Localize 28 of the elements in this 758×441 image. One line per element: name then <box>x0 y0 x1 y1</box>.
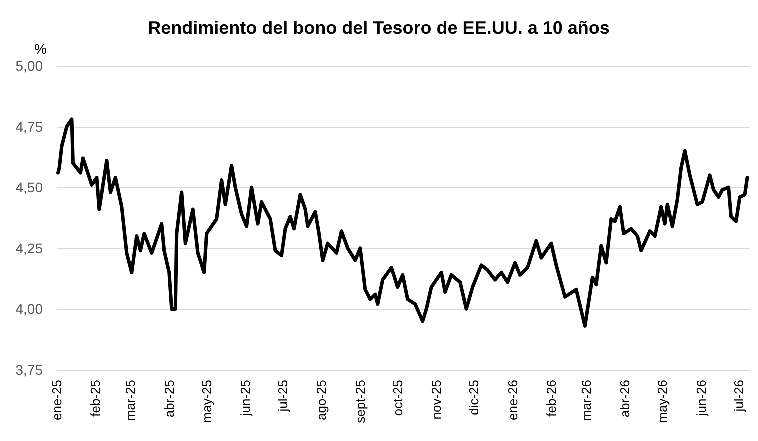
x-tick-label: jul-25 <box>276 380 291 413</box>
line-series <box>56 118 750 328</box>
x-tick-label: abr-26 <box>618 380 633 418</box>
x-tick-label: abr-25 <box>162 380 177 418</box>
x-tick-label: ene-25 <box>50 380 64 420</box>
x-tick-label: ago-25 <box>314 380 330 420</box>
y-tick-label: 4,75 <box>16 118 44 135</box>
y-tick-label: 4,00 <box>16 301 44 318</box>
x-tick-label: feb-25 <box>88 380 104 417</box>
y-tick-label: 5,00 <box>16 58 44 74</box>
chart-title: Rendimiento del bono del Tesoro de EE.UU. a 10 años <box>148 18 610 38</box>
y-tick-label: 4,50 <box>16 180 44 196</box>
x-tick-label: oct-25 <box>390 380 406 416</box>
x-tick-label: jul-26 <box>731 380 746 413</box>
x-tick-label: mar-25 <box>123 380 138 422</box>
x-tick-label: may-25 <box>199 380 214 424</box>
x-tick-label: dic-25 <box>466 380 482 416</box>
x-tick-label: feb-26 <box>544 380 559 417</box>
x-tick-label: ene-26 <box>505 380 520 420</box>
x-tick-label: mar-26 <box>578 380 594 422</box>
y-tick-label: 4,25 <box>16 240 44 256</box>
x-tick-label: sept-25 <box>352 380 368 424</box>
x-tick-label: may-26 <box>655 380 670 424</box>
x-tick-label: jun-25 <box>238 380 254 418</box>
x-tick-label: nov-25 <box>429 380 444 420</box>
x-tick-label: jun-26 <box>694 380 709 418</box>
y-tick-label: 3,75 <box>16 362 44 378</box>
y-axis-title: % <box>34 41 47 57</box>
